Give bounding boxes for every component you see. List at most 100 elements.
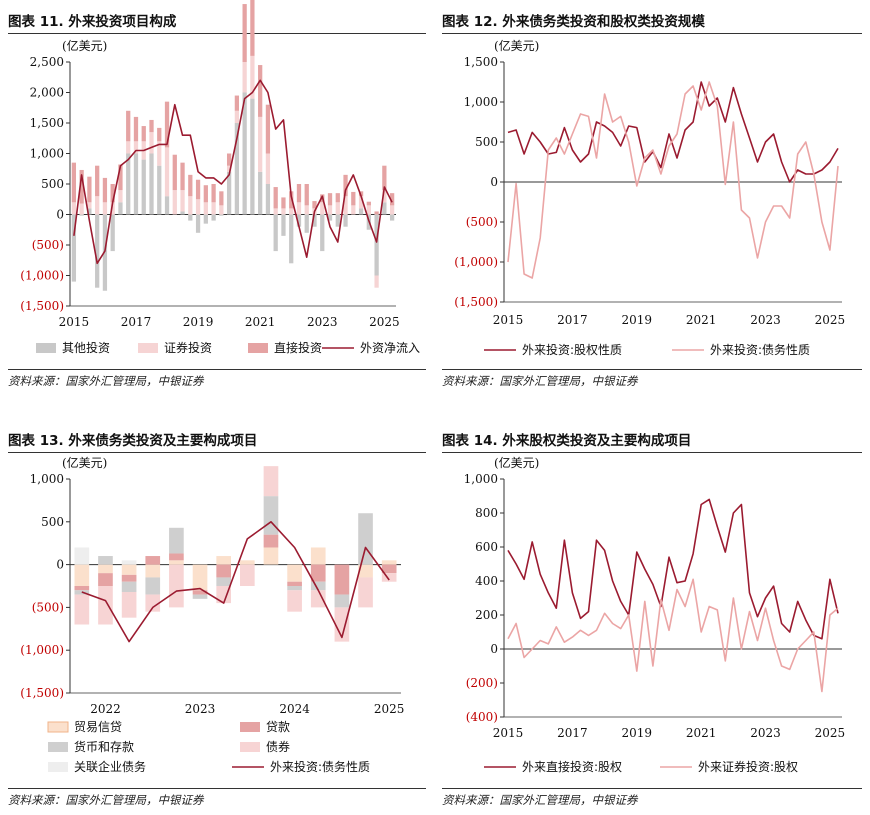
bar-债券 [121,591,137,618]
bar-直接投资 [234,95,240,111]
bar-直接投资 [250,0,255,56]
bar-直接投资 [133,116,139,142]
bar-贸易信贷 [358,564,373,578]
bar-直接投资 [118,164,123,191]
legend-label: 其他投资 [62,340,110,355]
legend-label: 外来直接投资:股权 [522,759,622,774]
legend-swatch [138,343,158,353]
legend-swatch [240,722,260,732]
bar-直接投资 [366,201,371,206]
bar-证券投资 [226,165,232,172]
legend-label: 贸易信贷 [74,720,122,734]
y-tick-label: 1,000 [464,472,498,486]
bar-关联企业债务 [74,547,90,565]
line-外来投资:债务性质 [507,81,839,279]
bar-直接投资 [382,165,387,191]
bar-债券 [145,594,161,612]
source-rule [442,369,862,370]
line-外来投资:股权性质 [507,81,839,183]
bar-直接投资 [374,211,379,215]
legend-label: 债券 [266,739,290,754]
bar-直接投资 [343,174,348,197]
bar-证券投资 [281,208,286,215]
bar-其他投资 [374,214,379,276]
bar-债券 [310,590,326,608]
bar-其他投资 [389,214,395,221]
y-tick-label: 0 [56,208,64,222]
legend-swatch [240,742,260,752]
legend-label: 外资净流入 [360,341,420,355]
y-tick-label: 200 [475,608,498,622]
bar-贷款 [310,564,326,582]
line-外来投资:债务性质 [81,521,390,643]
bar-其他投资 [164,196,170,215]
bar-贷款 [287,581,302,586]
chart-12-title: 图表 12. 外来债务类投资和股权类投资规模 [442,14,705,30]
bar-贸易信贷 [169,560,184,565]
bar-证券投资 [219,205,224,215]
chart-14-panel: 图表 14. 外来股权类投资及主要构成项目 (亿美元) 1,000 800 600 40… [442,425,867,809]
bar-直接投资 [110,184,115,203]
x-tick-label: 2017 [557,726,588,740]
bar-其他投资 [87,208,92,215]
x-tick-label: 2022 [90,702,121,716]
y-tick-label: 0 [490,642,498,656]
bar-贸易信贷 [121,564,137,575]
bar-贷款 [145,556,161,565]
y-tick-label: 0 [490,175,498,189]
bar-其他投资 [110,214,115,252]
bar-贷款 [192,590,208,595]
bar-证券投资 [118,190,123,203]
bar-直接投资 [281,197,286,209]
chart-12-source: 资料来源：国家外汇管理局，中银证券 [442,374,638,388]
y-tick-label: (1,000) [20,643,64,657]
bar-货币和存款 [169,527,184,554]
legend-label: 关联企业债务 [74,759,146,774]
bar-其他投资 [281,214,286,236]
y-tick-label: 1,000 [30,472,64,486]
bar-证券投资 [203,202,208,215]
bar-证券投资 [258,116,263,172]
bar-直接投资 [141,126,146,142]
bar-其他投资 [258,171,263,215]
y-tick-label: (1,500) [454,295,498,309]
bar-货币和存款 [216,577,232,586]
bar-直接投资 [149,119,154,133]
x-tick-label: 2019 [622,313,653,327]
y-tick-label: 400 [475,574,498,588]
bar-证券投资 [366,205,371,215]
unit-label: (亿美元) [494,38,539,53]
y-tick-label: (1,500) [20,299,64,313]
chart-11-source: 资料来源：国家外汇管理局，中银证券 [8,374,204,388]
bar-债券 [358,577,373,608]
bar-货币和存款 [287,586,302,591]
x-tick-label: 2019 [183,315,214,329]
source-rule [8,788,426,789]
bar-直接投资 [164,101,170,148]
bar-证券投资 [351,205,356,215]
bar-直接投资 [265,104,271,154]
title-rule [8,452,426,453]
line-外资净流入 [73,79,393,265]
chart-14-source: 资料来源：国家外汇管理局，中银证券 [442,793,638,807]
bar-其他投资 [79,214,84,216]
bar-贸易信贷 [74,564,90,586]
bar-债券 [239,564,255,586]
bar-直接投资 [304,184,309,206]
y-tick-label: (1,000) [454,255,498,269]
chart-12-panel: 图表 12. 外来债务类投资和股权类投资规模 (亿美元) 1,500 1,000 50… [442,6,867,390]
bar-证券投资 [389,205,395,215]
chart-14-title: 图表 14. 外来股权类投资及主要构成项目 [442,433,692,449]
bar-证券投资 [149,132,154,154]
x-tick-label: 2021 [686,313,717,327]
y-tick-label: 500 [41,177,64,191]
bar-直接投资 [358,191,364,197]
title-rule [8,33,426,34]
legend-label: 外来投资:债务性质 [710,342,810,357]
y-tick-label: 500 [475,135,498,149]
x-tick-label: 2023 [185,702,216,716]
y-tick-label: 1,000 [464,95,498,109]
y-tick-label: 2,000 [30,86,64,100]
legend-label: 外来证券投资:股权 [698,759,798,774]
bar-直接投资 [211,184,216,203]
